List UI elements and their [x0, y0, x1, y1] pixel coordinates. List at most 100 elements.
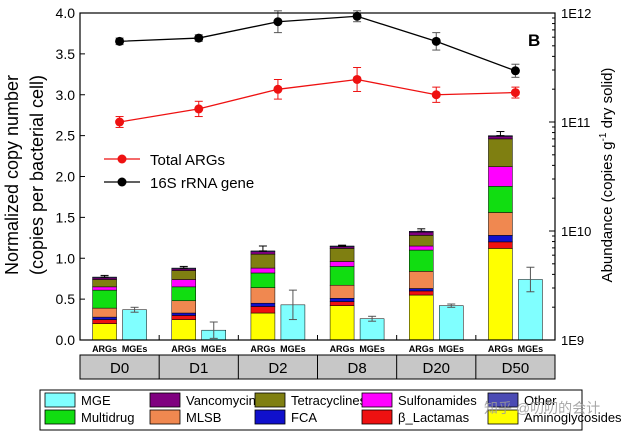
line-16s-rrna — [119, 15, 516, 72]
arg-bar-segment-d1-fca — [171, 312, 196, 316]
bar-sublabel-args: ARGs — [409, 344, 434, 354]
legend-label-tetracyclines: Tetracyclines — [291, 393, 367, 408]
bar-sublabel-mges: MGEs — [280, 344, 306, 354]
arg-bar-segment-d20-vancomycin — [409, 231, 434, 236]
arg-bar-segment-d0-sulfonamides — [92, 286, 117, 291]
watermark: 知乎 @叨叨的会计 — [484, 400, 600, 416]
y-left-tick-label: 3.0 — [56, 87, 76, 103]
y-axis-right-title-main: Abundance (copies g — [599, 142, 616, 283]
category-label-d50: D50 — [502, 360, 530, 377]
mge-bar-d0 — [122, 309, 147, 341]
legend-label-sulfonamides: Sulfonamides — [398, 393, 477, 408]
arg-bar-segment-d0-aminoglycosides — [92, 323, 117, 341]
arg-bar-segment-d2-sulfonamides — [250, 267, 276, 274]
legend-label-other: Other — [524, 393, 557, 408]
legend-label-mge: MGE — [81, 393, 111, 408]
legend-label-fca: FCA — [291, 410, 317, 425]
legend-label-aminoglycosides: Aminoglycosides — [524, 410, 622, 425]
legend-swatch-aminoglycosides — [487, 409, 519, 425]
bar-sublabel-args: ARGs — [171, 344, 196, 354]
arg-bar-segment-d50-multidrug — [488, 186, 513, 213]
legend-label-lactamas: β_Lactamas — [398, 410, 470, 425]
arg-bar-segment-d8-sulfonamides — [329, 261, 355, 267]
y-right-tick-label: 1E9 — [561, 333, 584, 348]
y-axis-right-title: Abundance (copies g-1 dry solid) — [598, 68, 616, 283]
arg-bar-segment-d2-mlsb — [250, 287, 276, 304]
arg-bar-segment-d2-vancomycin — [250, 251, 276, 255]
arg-bar-segment-d20-fca — [409, 288, 434, 292]
arg-bar-segment-d1-mlsb — [171, 300, 196, 314]
legend-swatch-fca — [254, 409, 286, 425]
y-left-tick-label: 2.5 — [56, 128, 76, 144]
line-point-total-args-d0 — [115, 117, 125, 127]
line-point-16s-rrna-d8 — [352, 11, 362, 21]
y-left-tick-label: 3.5 — [56, 46, 76, 62]
arg-bar-segment-d50-vancomycin — [488, 136, 513, 140]
y-axis-left-subtitle: (copies per bacterial cell) — [27, 75, 47, 275]
legend-swatch-lactamas — [361, 409, 393, 425]
line-legend: Total ARGs 16S rRNA gene — [104, 152, 254, 192]
bar-sublabel-args: ARGs — [92, 344, 117, 354]
arg-bar-segment-d1-aminoglycosides — [171, 319, 196, 341]
mge-bar-d8 — [359, 318, 385, 341]
category-label-d1: D1 — [189, 360, 208, 377]
bar-sublabel-mges: MGEs — [518, 344, 544, 354]
y-left-tick-label: 4.0 — [56, 5, 76, 21]
arg-bar-segment-d8-aminoglycosides — [329, 305, 355, 341]
bar-sublabel-args: ARGs — [488, 344, 513, 354]
y-right-tick-label: 1E11 — [561, 115, 590, 130]
bar-sublabel-args: ARGs — [330, 344, 355, 354]
bar-sublabel-mges: MGEs — [438, 344, 464, 354]
legend-swatch-tetracyclines — [254, 392, 286, 408]
arg-bar-segment-d1-multidrug — [171, 286, 196, 302]
bar-sublabel-mges: MGEs — [359, 344, 385, 354]
arg-bar-segment-d50-sulfonamides — [488, 166, 513, 187]
legend-label-total-args: Total ARGs — [150, 152, 225, 169]
arg-bar-segment-d8-lactamas — [329, 301, 355, 306]
arg-bar-segment-d0-fca — [92, 316, 117, 320]
legend-label-vancomycin: Vancomycin — [186, 393, 256, 408]
line-layer — [115, 10, 520, 128]
y-left-tick-label: 1.0 — [56, 250, 76, 266]
bar-sublabel-mges: MGEs — [122, 344, 148, 354]
panel-label: B — [528, 31, 540, 50]
line-point-total-args-d50 — [510, 88, 520, 98]
arg-bar-segment-d2-lactamas — [250, 306, 276, 314]
arg-bar-segment-d0-mlsb — [92, 307, 117, 318]
mge-bar-d20 — [439, 305, 464, 341]
arg-bar-segment-d0-multidrug — [92, 289, 117, 309]
line-point-16s-rrna-d50 — [510, 66, 520, 76]
arg-bar-segment-d50-fca — [488, 235, 513, 243]
y-axis-right-title-tail: dry solid) — [599, 68, 616, 133]
arg-bar-segment-d2-aminoglycosides — [250, 312, 276, 341]
category-label-d2: D2 — [268, 360, 287, 377]
bar-sublabel-mges: MGEs — [201, 344, 227, 354]
arg-bar-segment-d50-lactamas — [488, 241, 513, 249]
arg-bar-segment-d20-aminoglycosides — [409, 294, 434, 341]
arg-bar-segment-d1-lactamas — [171, 315, 196, 320]
line-point-16s-rrna-d0 — [115, 36, 125, 46]
legend-swatch-other — [487, 392, 519, 408]
line-point-total-args-d8 — [352, 74, 362, 84]
legend-swatch-sulfonamides — [361, 392, 393, 408]
bar-sublabel-args: ARGs — [250, 344, 275, 354]
legend-label-multidrug: Multidrug — [81, 410, 134, 425]
legend-swatch-multidrug — [44, 409, 76, 425]
arg-bar-segment-d0-lactamas — [92, 319, 117, 324]
legend-marker-total-args — [117, 154, 127, 164]
arg-bar-segment-d50-aminoglycosides — [488, 248, 513, 341]
y-left-tick-label: 2.0 — [56, 169, 76, 185]
y-left-tick-label: 1.5 — [56, 209, 76, 225]
legend-label-16s: 16S rRNA gene — [150, 175, 254, 192]
arg-bar-segment-d8-multidrug — [329, 266, 355, 286]
line-point-16s-rrna-d1 — [194, 33, 204, 43]
legend-swatch-mge — [44, 392, 76, 408]
y-right-tick-label: 1E10 — [561, 224, 591, 239]
arg-bar-segment-d20-multidrug — [409, 249, 434, 272]
arg-bar-segment-d20-lactamas — [409, 290, 434, 296]
arg-bar-segment-d20-tetracyclines — [409, 235, 434, 247]
category-label-d0: D0 — [110, 360, 129, 377]
arg-bar-segment-d1-tetracyclines — [171, 270, 196, 280]
arg-bar-segment-d8-mlsb — [329, 284, 355, 299]
